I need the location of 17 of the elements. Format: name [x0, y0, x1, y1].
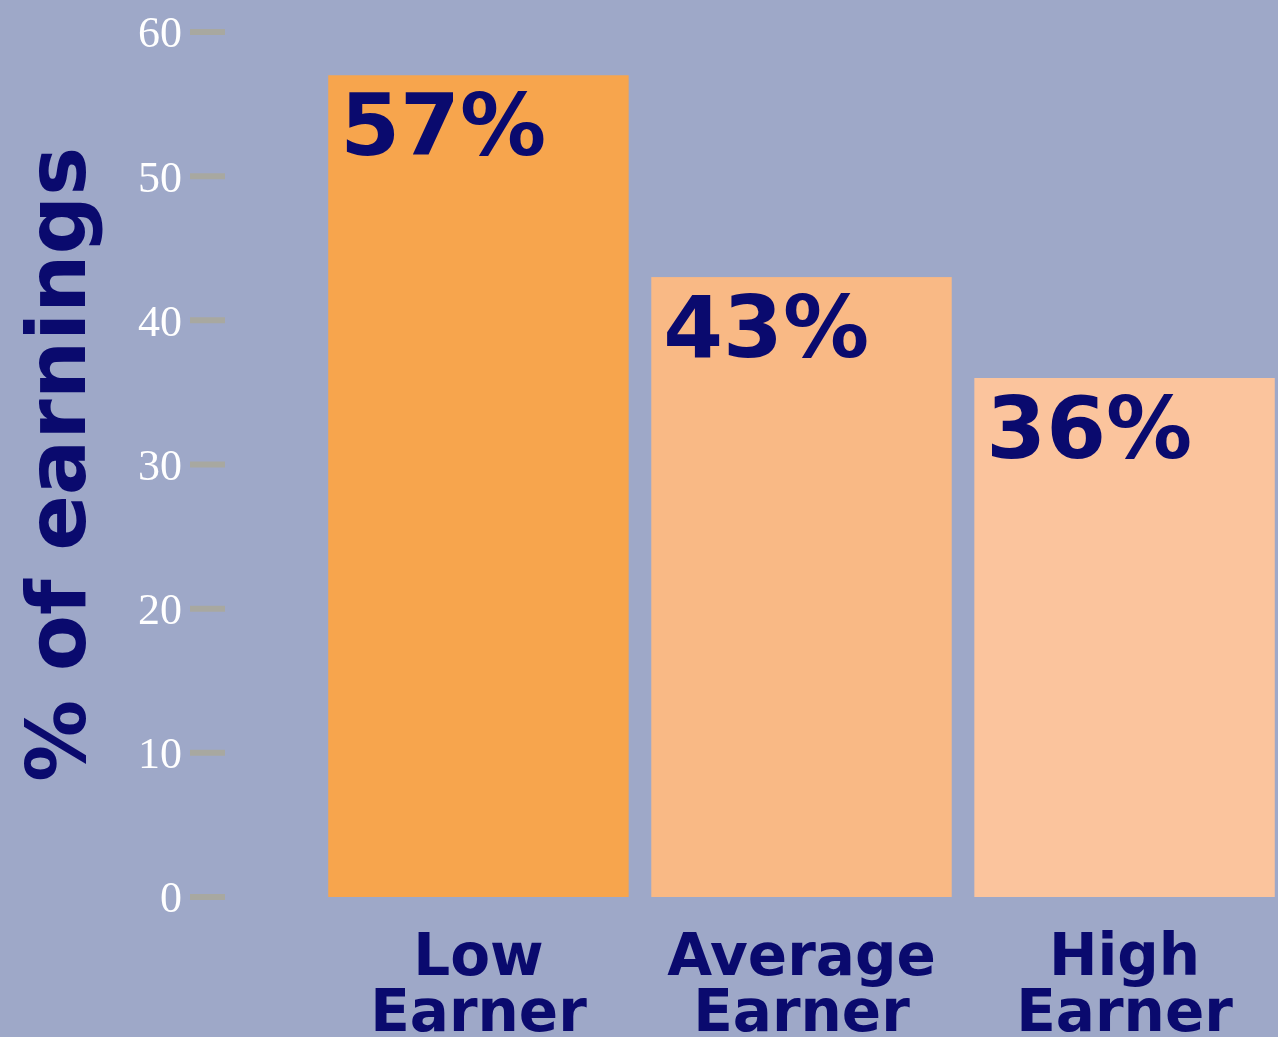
x-tick-label: Low Earner [370, 921, 588, 1037]
y-tick-label: 0 [160, 873, 182, 923]
y-tick-label: 40 [138, 296, 182, 346]
bar [651, 277, 952, 897]
y-tick-label: 30 [138, 440, 182, 490]
x-tick-label: Average Earner [667, 921, 936, 1037]
y-tick-label: 10 [138, 729, 182, 779]
x-tick-label: High Earner [1016, 921, 1234, 1037]
data-label: 36% [986, 378, 1193, 478]
y-tick-label: 50 [138, 152, 182, 202]
bar [328, 75, 629, 897]
data-label: 57% [340, 75, 547, 176]
y-tick-label: 60 [138, 8, 182, 58]
bar [974, 378, 1275, 897]
y-axis-title: % of earnings [9, 146, 104, 783]
data-label: 43% [663, 277, 870, 378]
y-tick-label: 20 [138, 585, 182, 635]
